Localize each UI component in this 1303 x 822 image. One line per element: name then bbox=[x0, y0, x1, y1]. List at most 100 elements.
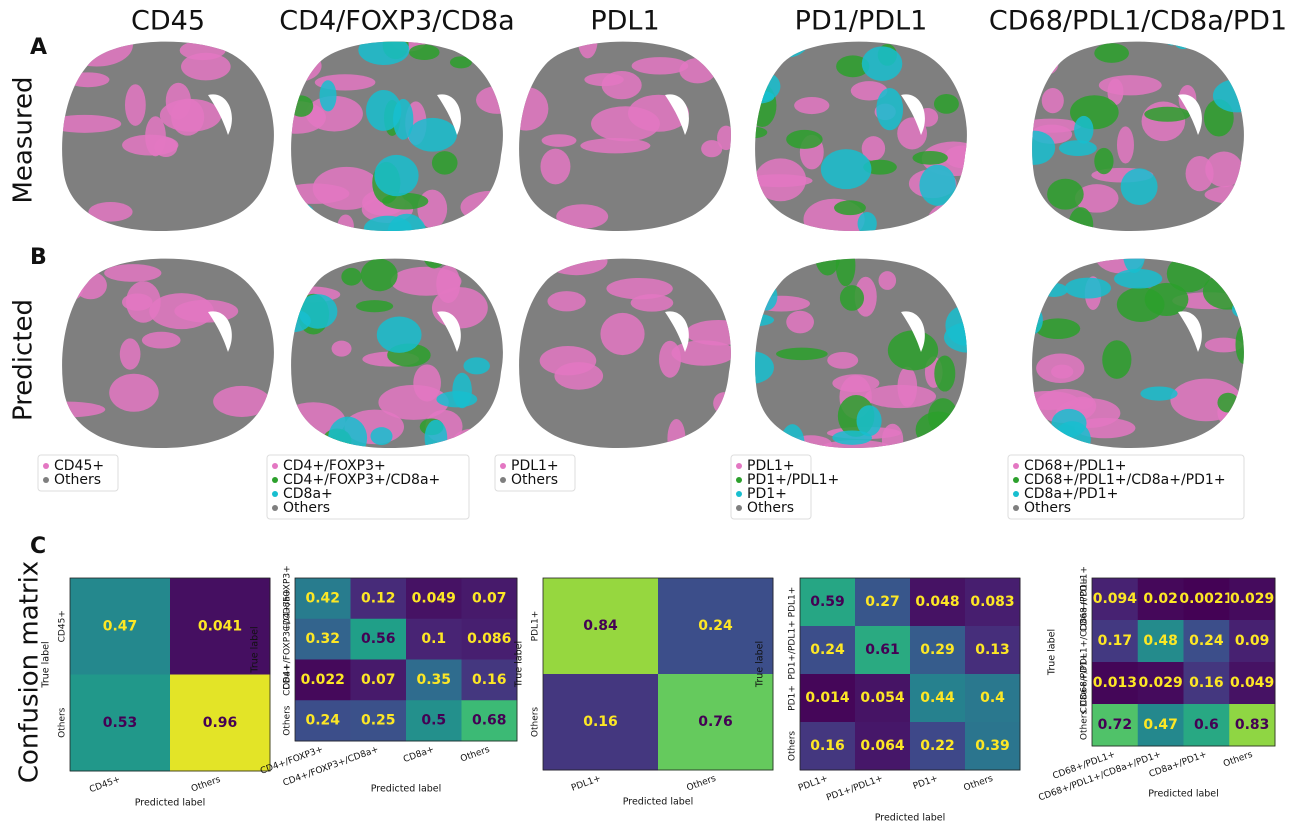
tissue-patch bbox=[1074, 116, 1093, 144]
legend-dot bbox=[736, 463, 742, 469]
tissue-patch bbox=[944, 322, 994, 353]
cell-value: 0.27 bbox=[865, 594, 900, 610]
legend-dot bbox=[736, 491, 742, 497]
panel-letter: A bbox=[30, 35, 47, 60]
column-title: CD68/PDL1/CD8a/PD1 bbox=[989, 6, 1287, 37]
cell-value: 0.96 bbox=[203, 715, 238, 731]
column-title: CD4/FOXP3/CD8a bbox=[279, 6, 514, 37]
tissue-patch bbox=[1042, 88, 1064, 113]
cell-value: 0.029 bbox=[1138, 675, 1182, 691]
row-label: Measured bbox=[9, 76, 39, 203]
cell-value: 0.13 bbox=[975, 642, 1010, 658]
tissue-patch bbox=[701, 140, 722, 157]
legend-dot bbox=[1013, 477, 1019, 483]
tissue-patch bbox=[425, 420, 448, 456]
tissue-patch bbox=[733, 314, 774, 327]
y-axis-label: True label bbox=[1047, 629, 1058, 676]
y-tick-label: CD8a+/PD1+ bbox=[1080, 653, 1090, 714]
cell-value: 0.47 bbox=[103, 618, 138, 634]
tissue-patch bbox=[328, 417, 367, 460]
y-tick-label: Others bbox=[58, 707, 68, 738]
tissue-patch bbox=[1140, 387, 1177, 401]
tissue-image bbox=[1010, 18, 1277, 243]
cell-value: 0.16 bbox=[810, 738, 845, 754]
tissue-patch bbox=[753, 296, 810, 312]
column-title: PDL1 bbox=[590, 6, 659, 37]
tissue-patch bbox=[945, 145, 981, 168]
legend-label: Others bbox=[283, 500, 330, 516]
legend-label: Others bbox=[54, 472, 101, 488]
tissue-patch bbox=[546, 247, 608, 275]
tissue-patch bbox=[1114, 269, 1162, 289]
cell-value: 0.16 bbox=[583, 714, 618, 730]
tissue-patch bbox=[1034, 53, 1059, 76]
tissue-patch bbox=[1010, 221, 1048, 241]
tissue-patch bbox=[1085, 228, 1102, 241]
tissue-patch bbox=[120, 338, 141, 369]
tissue-patch bbox=[1094, 43, 1129, 63]
x-tick-label: Others bbox=[190, 775, 222, 795]
tissue-patch bbox=[370, 427, 392, 445]
tissue-patch bbox=[210, 440, 272, 459]
cell-value: 0.07 bbox=[472, 590, 507, 606]
tissue-patch bbox=[1206, 237, 1224, 279]
cell-value: 0.5 bbox=[421, 713, 446, 729]
cell-value: 0.09 bbox=[1235, 633, 1270, 649]
tissue-patch bbox=[423, 237, 446, 269]
tissue-patch bbox=[1232, 301, 1252, 318]
tissue-patch bbox=[776, 348, 828, 360]
tissue-patch bbox=[786, 311, 814, 334]
cell-value: 0.61 bbox=[865, 642, 900, 658]
x-axis-label: Predicted label bbox=[135, 798, 206, 809]
tissue-patch bbox=[878, 271, 896, 290]
tissue-patch bbox=[280, 183, 350, 203]
tissue-patch bbox=[289, 95, 313, 116]
tissue-patch bbox=[109, 374, 159, 412]
tissue-patch bbox=[332, 341, 352, 357]
y-tick-label: Others bbox=[531, 707, 541, 738]
tissue-patch bbox=[1047, 179, 1084, 210]
tissue-patch bbox=[341, 268, 361, 286]
tissue-patch bbox=[756, 282, 778, 310]
tissue-patch bbox=[1144, 107, 1190, 122]
tissue-patch bbox=[827, 352, 858, 369]
tissue-patch bbox=[1040, 283, 1067, 297]
cell-value: 0.054 bbox=[860, 690, 905, 706]
tissue-patch bbox=[540, 346, 597, 375]
cell-value: 0.48 bbox=[1143, 633, 1178, 649]
tissue-image bbox=[263, 28, 521, 252]
cell-value: 0.24 bbox=[305, 713, 340, 729]
cell-value: 0.013 bbox=[1093, 675, 1137, 691]
cell-value: 0.24 bbox=[810, 642, 845, 658]
tissue-patch bbox=[387, 214, 426, 253]
x-tick-label: CD45+ bbox=[88, 775, 122, 795]
tissue-patch bbox=[659, 341, 681, 378]
column-title: CD45 bbox=[131, 6, 205, 37]
tissue-patch bbox=[584, 73, 623, 86]
figure: A B C Measured Predicted Confusion matri… bbox=[0, 0, 1303, 822]
tissue-patch bbox=[315, 36, 334, 49]
legend-dot bbox=[272, 463, 278, 469]
cell-value: 0.029 bbox=[1230, 591, 1274, 607]
tissue-patch bbox=[857, 405, 882, 436]
tissue-patch bbox=[794, 97, 829, 114]
tissue-patch bbox=[876, 88, 903, 130]
legend-dot bbox=[736, 477, 742, 483]
tissue-patch bbox=[213, 386, 270, 417]
cell-value: 0.42 bbox=[305, 590, 340, 606]
tissue-patch bbox=[862, 46, 903, 81]
legend-dot bbox=[272, 477, 278, 483]
x-tick-label: CD8a+ bbox=[402, 745, 435, 765]
tissue-patch bbox=[821, 149, 872, 189]
tissue-patch bbox=[436, 265, 460, 303]
x-tick-label: PDL1+ bbox=[797, 774, 829, 794]
cell-value: 0.16 bbox=[472, 672, 507, 688]
tissue-patch bbox=[542, 134, 577, 147]
tissue-patch bbox=[1059, 140, 1097, 156]
tissue-patch bbox=[476, 86, 518, 114]
cell-value: 0.39 bbox=[975, 738, 1010, 754]
tissue-patch bbox=[63, 269, 85, 300]
tissue-patch bbox=[181, 53, 231, 81]
tissue-patch bbox=[1102, 340, 1131, 379]
tissue-patch bbox=[122, 293, 153, 310]
